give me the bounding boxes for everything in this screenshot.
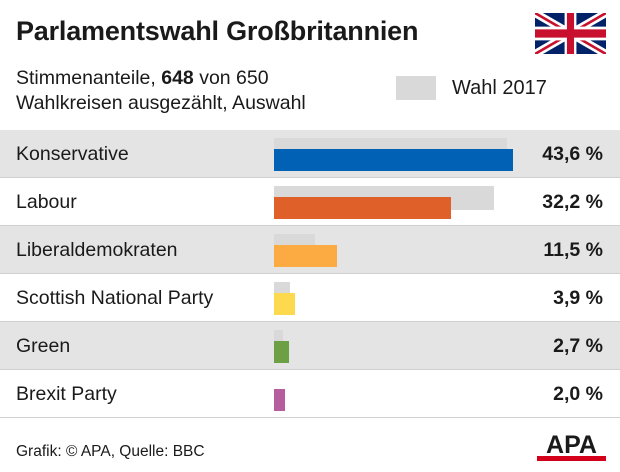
subtitle-line2: Wahlkreisen ausgezählt, Auswahl [16,92,306,114]
category-label: Scottish National Party [16,287,214,309]
category-label: Liberaldemokraten [16,239,178,261]
bar-current-election [274,341,289,363]
row-divider [0,225,620,226]
subtitle-prefix: Stimmenanteile, [16,67,162,89]
source-credit: Grafik: © APA, Quelle: BBC [16,443,205,460]
legend-label-2017: Wahl 2017 [452,76,547,99]
value-label: 32,2 % [542,191,603,213]
row-divider [0,369,620,370]
category-label: Brexit Party [16,383,117,405]
svg-text:APA: APA [546,431,597,459]
bar-current-election [274,389,285,411]
apa-logo: APA [537,431,606,461]
chart-row: Liberaldemokraten 11,5 % [0,226,620,274]
bar-chart: Konservative 43,6 % Labour 32,2 % Liberaldem… [0,130,620,422]
bar-current-election [274,293,296,315]
chart-legend: Wahl 2017 [396,76,547,100]
chart-subtitle: Stimmenanteile, 648 von 650 Wahlkreisen … [16,66,306,116]
chart-row: Brexit Party 2,0 % [0,370,620,418]
chart-row: Labour 32,2 % [0,178,620,226]
category-label: Konservative [16,143,129,165]
row-divider [0,177,620,178]
value-label: 43,6 % [542,143,603,165]
bar-current-election [274,245,338,267]
chart-title: Parlamentswahl Großbritannien [16,16,419,46]
chart-row: Konservative 43,6 % [0,130,620,178]
subtitle-counted: 648 [161,67,194,89]
category-label: Labour [16,191,77,213]
row-divider [0,273,620,274]
value-label: 2,0 % [553,383,603,405]
chart-row: Green 2,7 % [0,322,620,370]
row-divider [0,417,620,418]
legend-swatch-2017 [396,76,436,100]
value-label: 11,5 % [543,239,603,261]
row-divider [0,321,620,322]
chart-row: Scottish National Party 3,9 % [0,274,620,322]
union-jack-flag-icon [535,13,606,54]
category-label: Green [16,335,71,357]
value-label: 2,7 % [553,335,603,357]
bar-current-election [274,197,451,219]
bar-current-election [274,149,514,171]
subtitle-middle: von 650 [193,67,269,89]
value-label: 3,9 % [553,287,603,309]
